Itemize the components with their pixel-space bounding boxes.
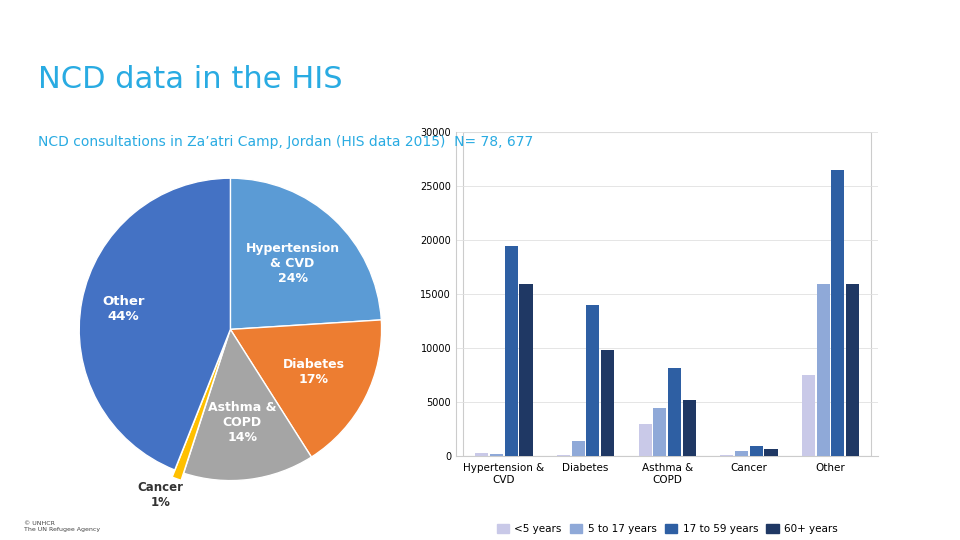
Bar — [557, 455, 570, 456]
Bar — [735, 451, 748, 456]
Wedge shape — [230, 178, 381, 329]
Bar — [683, 400, 696, 456]
Wedge shape — [172, 336, 228, 480]
Bar — [831, 170, 845, 456]
Bar — [764, 449, 778, 456]
Bar — [490, 454, 503, 456]
Legend: <5 years, 5 to 17 years, 17 to 59 years, 60+ years: <5 years, 5 to 17 years, 17 to 59 years,… — [492, 520, 842, 538]
Text: © UNHCR
The UN Refugee Agency: © UNHCR The UN Refugee Agency — [24, 521, 100, 532]
Bar — [475, 453, 489, 456]
Bar — [601, 350, 614, 456]
Bar — [638, 424, 652, 456]
Text: NCD consultations in Za’atri Camp, Jordan (HIS data 2015)  N= 78, 677: NCD consultations in Za’atri Camp, Jorda… — [38, 135, 534, 149]
Text: Asthma &
COPD
14%: Asthma & COPD 14% — [208, 401, 276, 444]
Wedge shape — [230, 320, 381, 457]
Bar — [846, 284, 859, 456]
Text: Other
44%: Other 44% — [102, 295, 145, 323]
Text: Cancer
1%: Cancer 1% — [137, 481, 183, 509]
Bar — [587, 305, 599, 456]
Bar — [720, 455, 733, 456]
Bar — [653, 408, 666, 456]
Bar — [750, 446, 763, 456]
Text: 8: 8 — [924, 509, 935, 524]
Wedge shape — [80, 178, 230, 470]
Wedge shape — [183, 329, 311, 481]
Bar — [505, 246, 517, 456]
Text: Diabetes
17%: Diabetes 17% — [283, 358, 345, 386]
Text: Hypertension
& CVD
24%: Hypertension & CVD 24% — [246, 242, 340, 285]
Text: NCD data in the HIS: NCD data in the HIS — [38, 65, 343, 94]
Bar — [802, 375, 815, 456]
Bar — [668, 368, 682, 456]
Bar — [519, 284, 533, 456]
Bar — [571, 441, 585, 456]
Bar — [817, 284, 829, 456]
